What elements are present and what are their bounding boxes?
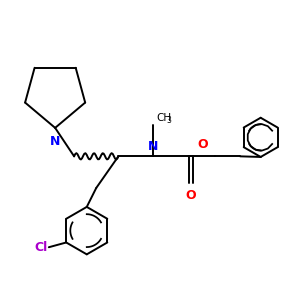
- Text: O: O: [198, 138, 208, 151]
- Text: CH: CH: [156, 113, 171, 123]
- Text: N: N: [148, 140, 158, 152]
- Text: N: N: [50, 135, 60, 148]
- Text: 3: 3: [167, 116, 171, 125]
- Text: O: O: [186, 189, 196, 202]
- Text: Cl: Cl: [34, 241, 47, 254]
